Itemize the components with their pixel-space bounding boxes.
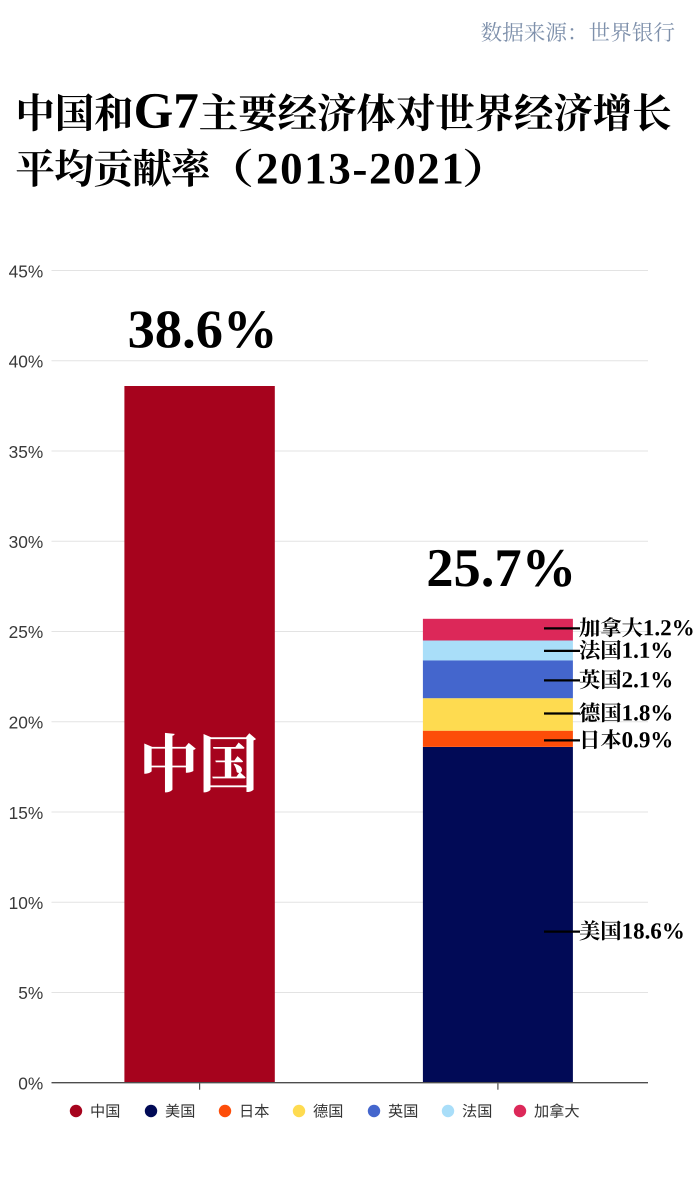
- svg-text:25%: 25%: [9, 622, 44, 642]
- svg-text:35%: 35%: [9, 442, 44, 462]
- svg-text:30%: 30%: [9, 532, 44, 552]
- svg-text:40%: 40%: [9, 352, 44, 372]
- svg-text:5%: 5%: [18, 983, 43, 1003]
- svg-text:15%: 15%: [9, 803, 44, 823]
- svg-text:10%: 10%: [9, 893, 44, 913]
- svg-text:20%: 20%: [9, 713, 44, 733]
- svg-text:0%: 0%: [18, 1074, 43, 1094]
- svg-text:45%: 45%: [9, 261, 44, 281]
